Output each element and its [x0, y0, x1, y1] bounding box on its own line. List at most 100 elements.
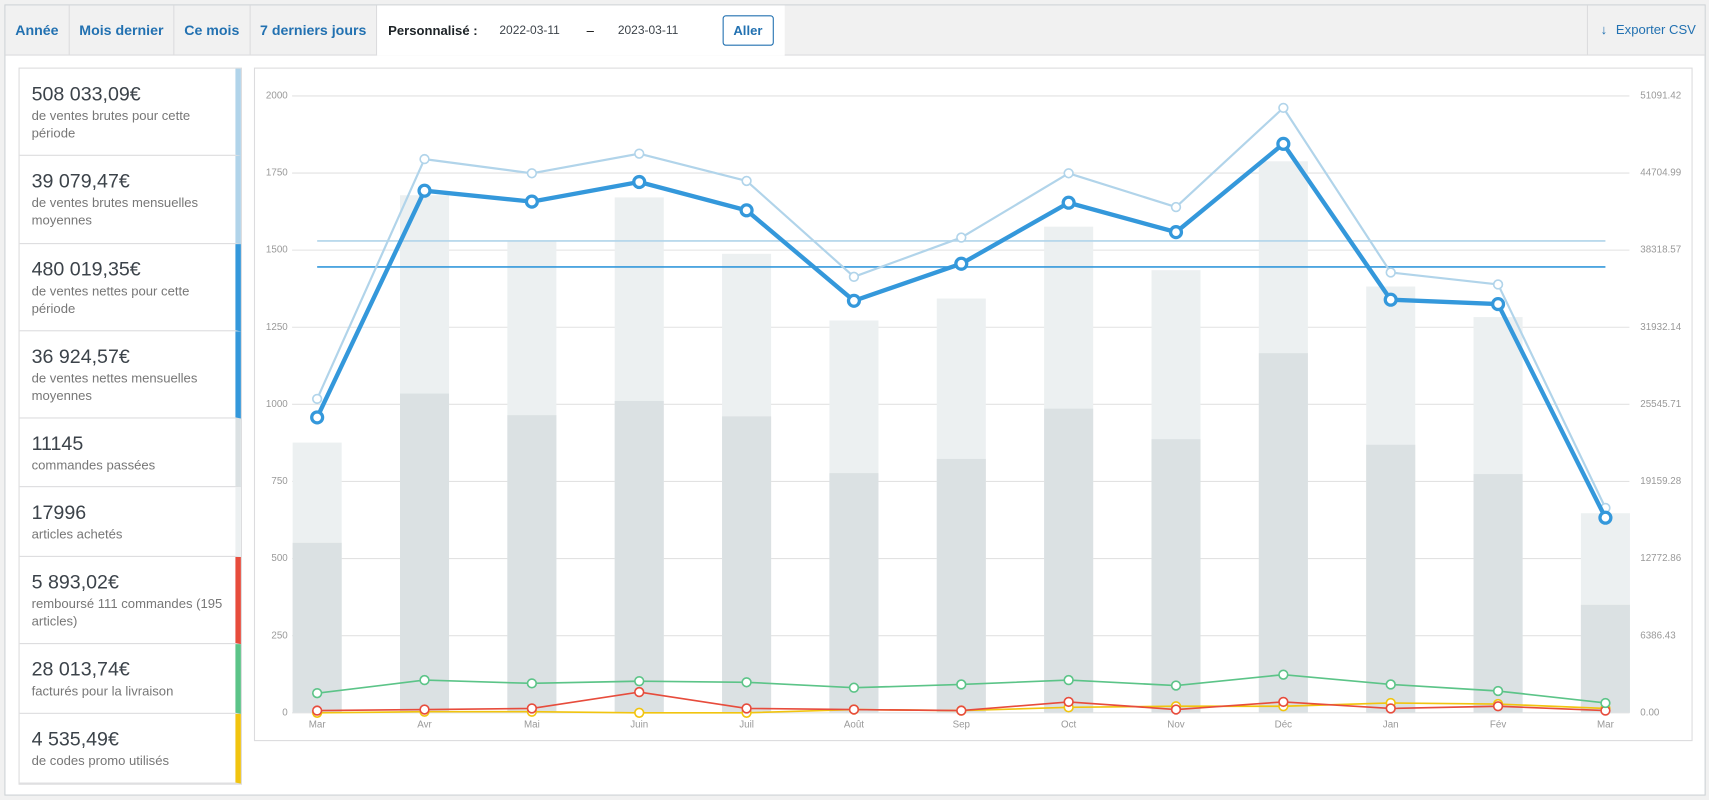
point [846, 293, 862, 308]
export-label: Exporter CSV [1615, 21, 1696, 38]
point [954, 256, 969, 271]
point [1170, 704, 1182, 715]
point [956, 232, 967, 243]
y-tick-label: 750 [271, 476, 288, 487]
stat-value: 480 019,35€ [31, 258, 141, 281]
point [417, 183, 432, 198]
x-tick-label: Juil [739, 719, 754, 730]
point [1492, 279, 1504, 290]
stat-value: 17996 [31, 501, 87, 524]
y-tick-label: 1750 [266, 168, 288, 179]
point [956, 679, 967, 690]
y2-tick-label: 51091.42 [1640, 91, 1681, 102]
point [848, 271, 860, 282]
point [1063, 696, 1074, 708]
stat-label: de ventes brutes pour cette période [31, 107, 191, 141]
tab[interactable]: 7 derniers jours [250, 5, 378, 55]
bar [1366, 444, 1416, 713]
point [1170, 680, 1182, 691]
point [1385, 267, 1396, 278]
point [524, 194, 539, 209]
go-button[interactable]: Aller [722, 15, 774, 46]
range-bar: Année Mois dernier Ce mois 7 derniers jo… [5, 5, 1705, 56]
point [1278, 102, 1289, 114]
point [741, 703, 752, 714]
end-date[interactable]: 2023-03-11 [617, 23, 679, 38]
bar [722, 416, 772, 713]
point [419, 153, 430, 165]
bar [1473, 474, 1523, 713]
point [1063, 168, 1074, 179]
separator: – [586, 22, 594, 39]
stat-label: de ventes nettes pour cette période [31, 283, 190, 317]
point [419, 704, 430, 715]
stat-value: 4 535,49€ [31, 728, 119, 750]
x-tick-label: Déc [1275, 719, 1293, 730]
custom-label: Personnalisé : [388, 22, 478, 39]
point [634, 707, 645, 718]
bar [614, 400, 664, 713]
point [1490, 296, 1506, 312]
bar [936, 458, 986, 713]
chart: 0 250 500 750 1000 1250 1500 1750 2000 0.00 6386.4… [266, 91, 1682, 731]
point [1061, 195, 1076, 210]
bar [1580, 604, 1630, 713]
custom-range: Personnalisé : 2022-03-11 – 2023-03-11 A… [377, 5, 785, 56]
report-panel: Année Mois dernier Ce mois 7 derniers jo… [4, 4, 1706, 796]
point [1278, 669, 1289, 680]
y-tick-label: 2000 [266, 91, 288, 102]
bar [292, 542, 342, 713]
tab[interactable]: Année [5, 5, 70, 55]
bar [1258, 353, 1308, 713]
bar [507, 415, 557, 713]
stat: 17996 articles achetés [19, 487, 241, 557]
point [1383, 292, 1398, 307]
bar [1044, 408, 1094, 713]
y2-tick-label: 44704.99 [1640, 168, 1681, 179]
point [419, 674, 430, 686]
tab[interactable]: Mois dernier [69, 5, 175, 55]
x-tick-label: Fév [1490, 719, 1506, 730]
point [310, 410, 325, 425]
point [1598, 510, 1613, 525]
point [956, 705, 967, 716]
y2-tick-label: 19159.28 [1640, 476, 1681, 487]
x-tick-label: Oct [1061, 719, 1077, 730]
point [739, 203, 754, 218]
x-tick-label: Mar [309, 719, 327, 730]
point [1385, 679, 1396, 690]
tab[interactable]: Ce mois [174, 5, 251, 55]
start-date[interactable]: 2022-03-11 [499, 23, 560, 38]
point [526, 168, 538, 179]
stat: 5 893,02€ remboursé 111 commandes (195 ar… [19, 556, 241, 645]
point [526, 678, 538, 689]
stat-label: articles achetés [31, 526, 123, 542]
stat: 508 033,09€ de ventes brutes pour cette p… [19, 68, 241, 156]
stat-label: commandes passées [31, 457, 156, 474]
stat: 39 079,47€ de ventes brutes mensuelles mo… [19, 155, 241, 245]
point [1168, 225, 1184, 240]
point [848, 682, 860, 693]
point [1170, 201, 1182, 213]
stat: 480 019,35€ de ventes nettes pour cette p… [19, 244, 241, 332]
export-csv[interactable]: ↓ Exporter CSV [1586, 5, 1705, 55]
stat-value: 36 924,57€ [31, 345, 130, 368]
point [848, 704, 860, 715]
x-tick-label: Juin [630, 719, 648, 730]
bar [399, 393, 450, 713]
stat-label: facturés pour la livraison [31, 683, 174, 699]
y2-tick-label: 0.00 [1640, 707, 1660, 718]
point [634, 148, 645, 159]
point [526, 703, 538, 714]
stat-label: de ventes nettes mensuelles moyennes [31, 370, 198, 404]
y2-tick-label: 6386.43 [1640, 630, 1676, 641]
point [634, 686, 645, 698]
stat-value: 11145 [31, 432, 84, 455]
bar [1151, 439, 1201, 713]
y2-tick-label: 12772.86 [1640, 553, 1681, 564]
x-tick-label: Sep [953, 719, 971, 730]
y-tick-label: 1000 [266, 399, 288, 410]
chart-box: 0 250 500 750 1000 1250 1500 1750 2000 0.00 6386.4… [253, 67, 1693, 742]
point [634, 676, 645, 687]
point [311, 705, 323, 716]
